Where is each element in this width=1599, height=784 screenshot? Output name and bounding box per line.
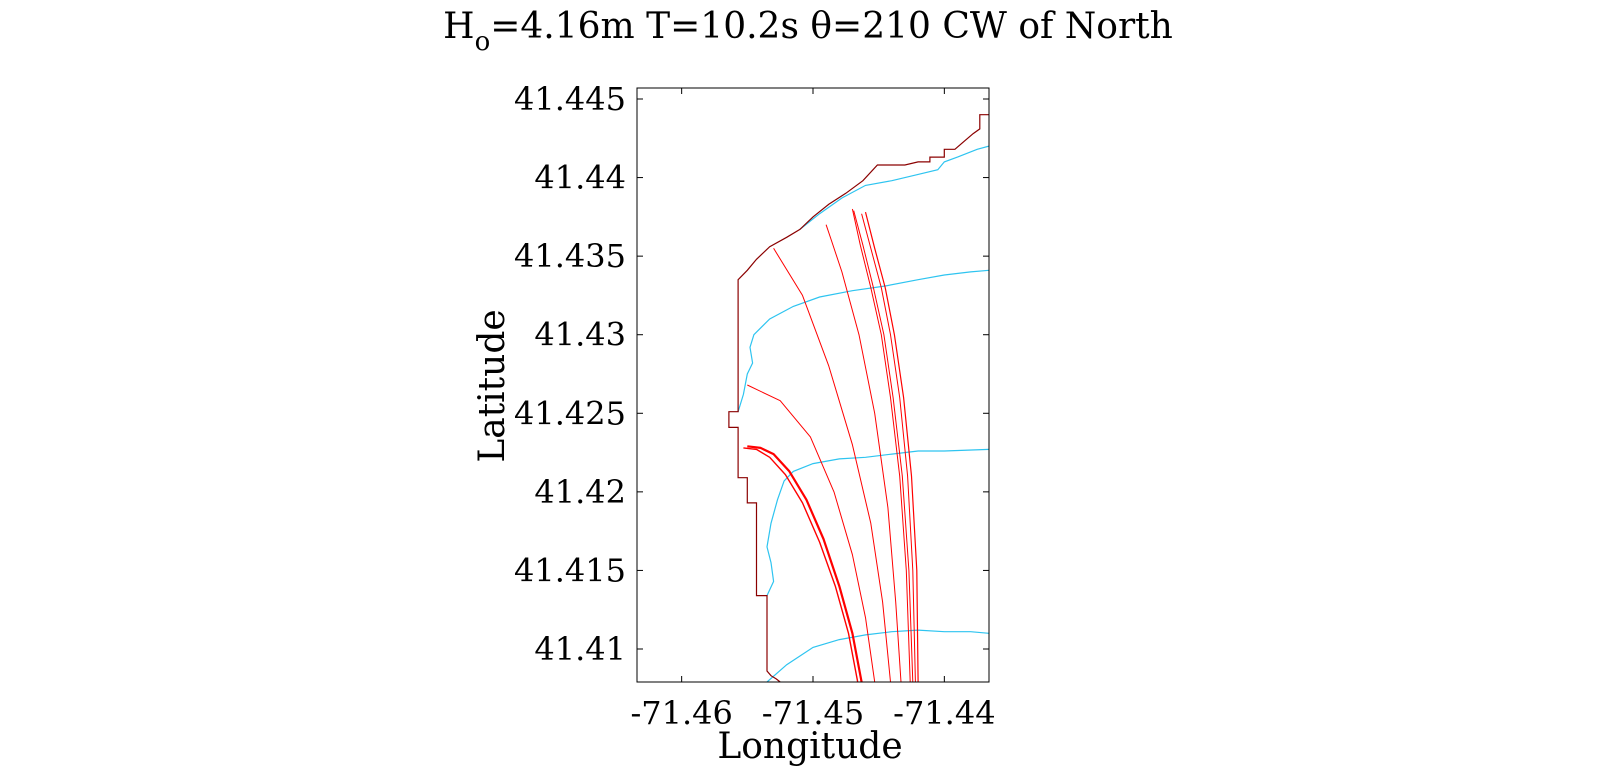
y-tick-label: 41.435 [514,237,626,275]
wave-ray-4 [851,208,911,682]
plot-area: -71.46 -71.45 -71.44 41.41 41.415 41.42 41.425… [514,80,996,732]
depth-contour-3 [737,269,989,412]
x-tick-label: -71.44 [893,694,995,732]
chart-title: Ho=4.16m T=10.2s θ=210 CW of North [443,6,1173,57]
plot-background [637,88,989,682]
wave-ray-7 [747,384,876,682]
x-axis-label: Longitude [717,726,902,767]
axis-ticks: -71.46 -71.45 -71.44 41.41 41.415 41.42 41.425… [514,80,996,732]
x-tick-label: -71.46 [630,694,732,732]
data-layer [728,114,989,682]
y-tick-label: 41.445 [514,80,626,118]
depth-contour-1 [766,629,989,682]
x-tick-label: -71.45 [762,694,864,732]
wave-ray-9 [743,447,859,682]
wave-ray-6 [773,248,891,682]
coastline [728,114,989,682]
depth-contour-4 [799,145,989,230]
wave-ray-8 [747,445,863,682]
wave-ray-1 [864,211,919,682]
wave-ray-3 [853,210,914,682]
y-tick-label: 41.415 [514,551,626,589]
title-rest: =4.16m T=10.2s θ=210 CW of North [490,6,1173,47]
wave-ray-2 [861,213,916,682]
title-subscript: o [475,27,491,57]
wave-ray-5 [825,224,902,682]
y-axis-label: Latitude [472,309,513,462]
title-main: H [443,6,474,47]
y-tick-label: 41.44 [534,159,626,197]
y-tick-label: 41.425 [514,394,626,432]
y-tick-label: 41.42 [534,473,626,511]
y-tick-label: 41.41 [534,630,626,668]
y-tick-label: 41.43 [534,316,626,354]
